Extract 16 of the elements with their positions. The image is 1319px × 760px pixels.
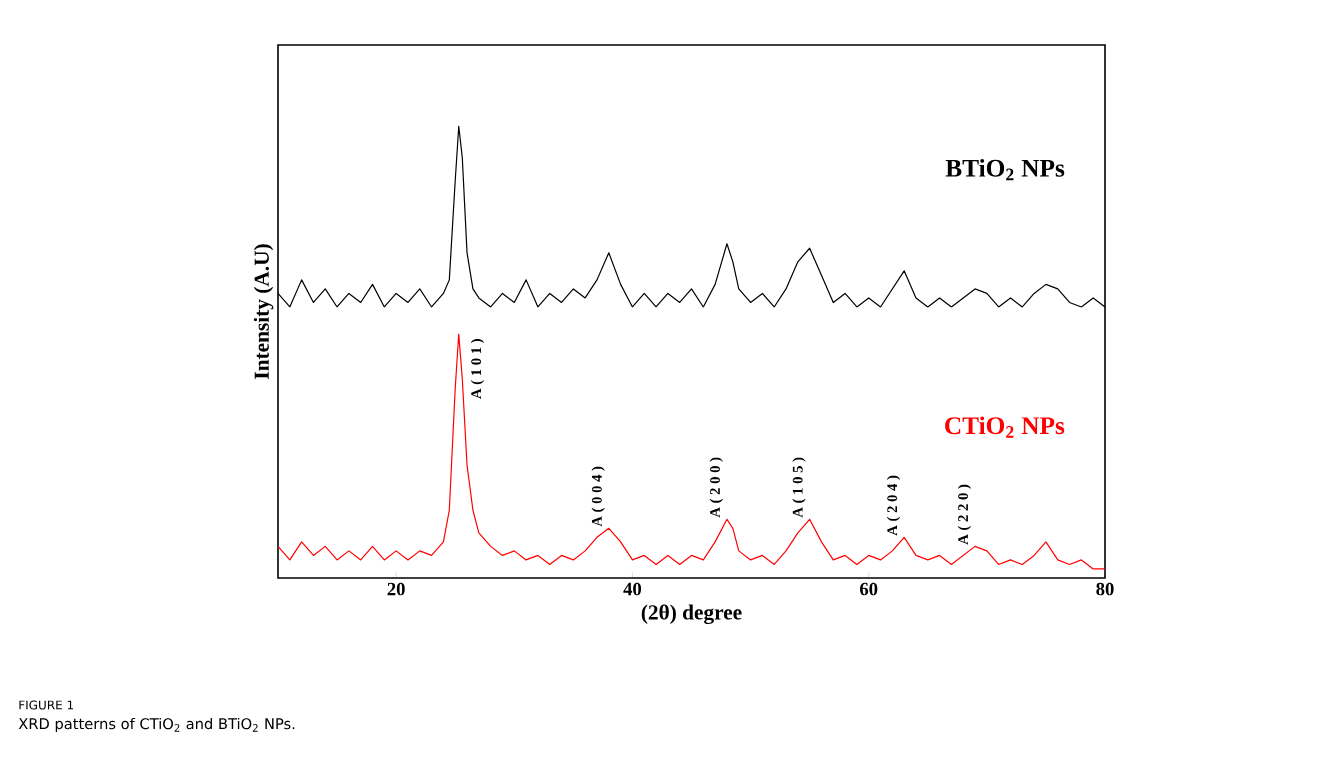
annotation: A ( 0 0 4 ) xyxy=(591,466,605,527)
y-axis-title: Intensity (A.U) xyxy=(253,244,274,379)
text: XRD patterns of CTiO$_{2}$ and BTiO$_{2}$ NPs. xyxy=(18,717,295,733)
text: CTiO$_{2}$ NPs xyxy=(945,416,1065,438)
annotation: A ( 1 0 5 ) xyxy=(792,457,806,518)
annotation: A ( 1 0 1 ) xyxy=(470,339,485,399)
x-tick-label: 20 xyxy=(387,582,405,596)
x-tick-label: 60 xyxy=(860,582,878,596)
caption: FIGURE 1 xyxy=(19,700,74,710)
annotation: A ( 2 0 4 ) xyxy=(886,475,901,536)
x-tick-label: 40 xyxy=(623,582,642,596)
annotation: A ( 2 0 0 ) xyxy=(709,457,723,518)
x-tick-label: 80 xyxy=(1096,582,1114,596)
text: BTiO$_{2}$ NPs xyxy=(945,158,1065,181)
x-axis-title: (2θ) degree xyxy=(641,604,742,625)
annotation: A ( 2 2 0 ) xyxy=(957,484,972,545)
